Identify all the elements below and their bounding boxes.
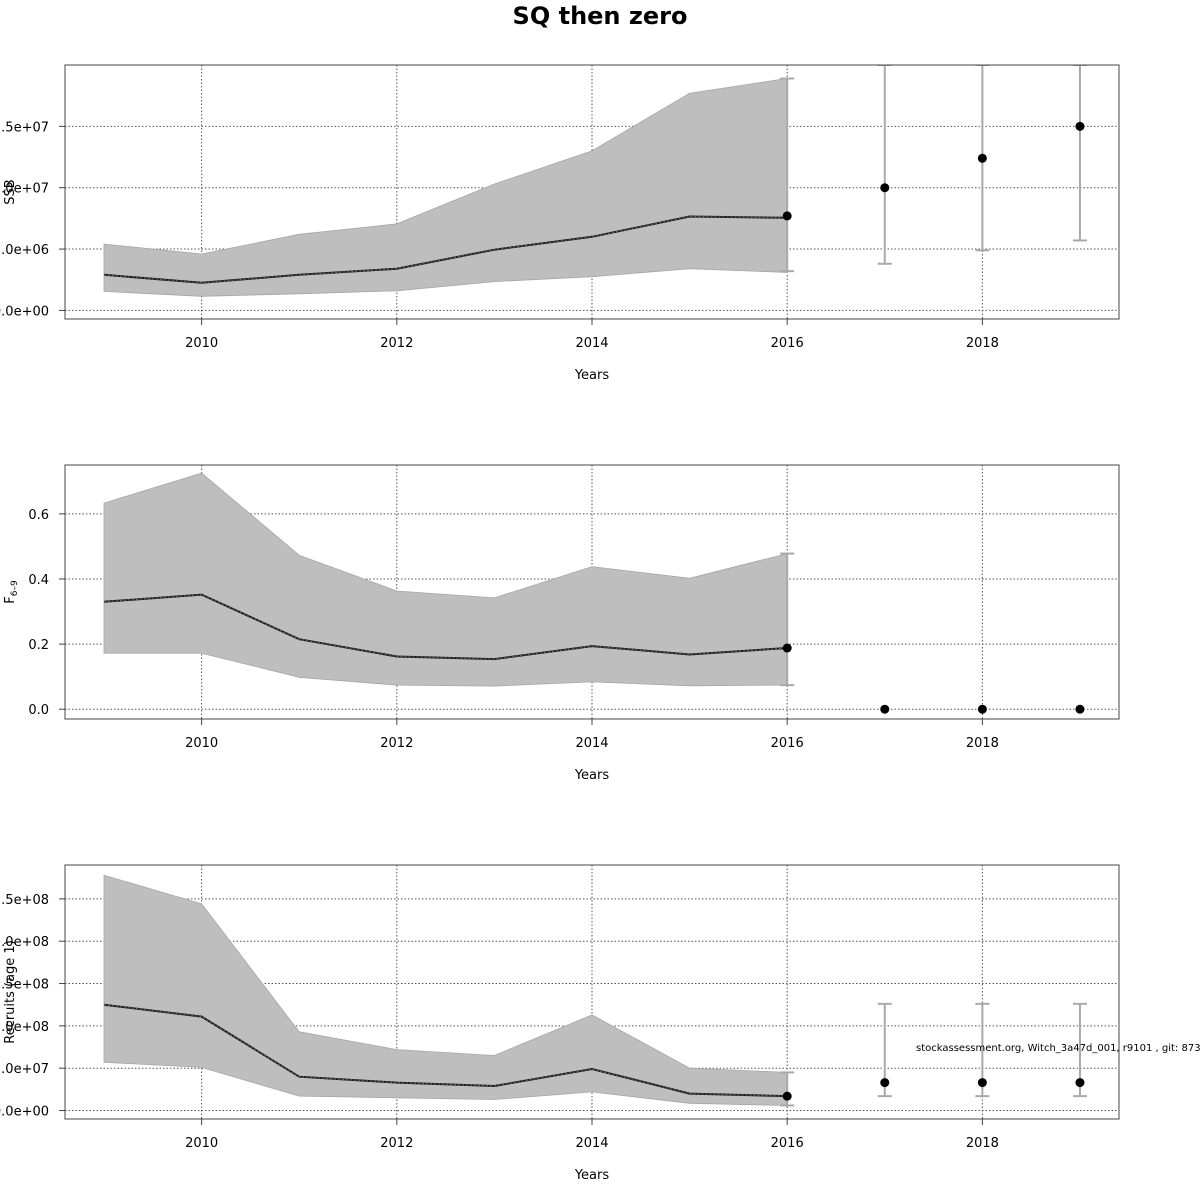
- recruits-forecast-point: [977, 1078, 987, 1088]
- fbar-y-tick-label: 0.4: [28, 573, 49, 588]
- fbar-x-tick-label: 2010: [185, 736, 218, 751]
- fbar-x-tick-label: 2012: [380, 736, 413, 751]
- recruits-y-tick-label: 1.5e+08: [0, 978, 49, 993]
- fbar-forecast-point: [782, 643, 792, 653]
- fbar-y-tick-label: 0.2: [28, 638, 49, 653]
- recruits-confidence-band: [103, 874, 788, 1106]
- ssb-forecast-point: [977, 153, 987, 163]
- recruits-forecast-point: [880, 1078, 890, 1088]
- fbar-panel: 2010 2012 2014 2016 2018 0.0 0.2 0.4 0.6 Years F6–…: [3, 464, 1120, 783]
- recruits-panel: 2010 2012 2014 2016 2018 0.0e+00 5.0e+07 1.0e+0…: [0, 864, 1120, 1183]
- fbar-y-tick-label: 0.6: [28, 508, 49, 523]
- recruits-forecast-point: [1075, 1078, 1085, 1088]
- ssb-y-axis-label: SSB: [3, 179, 18, 204]
- fbar-forecast-point: [880, 704, 890, 714]
- recruits-x-tick-label: 2018: [966, 1136, 999, 1151]
- recruits-y-tick-label: 2.5e+08: [0, 893, 49, 908]
- recruits-y-tick-label: 2.0e+08: [0, 935, 49, 950]
- ssb-x-tick-label: 2012: [380, 336, 413, 351]
- recruits-plot-area: [103, 874, 1087, 1107]
- ssb-y-tick-label: 5.0e+06: [0, 243, 49, 258]
- chart-title: SQ then zero: [512, 2, 688, 30]
- ssb-y-tick-label: 1.0e+07: [0, 182, 49, 197]
- fbar-forecast-point: [977, 704, 987, 714]
- footer-note: stockassessment.org, Witch_3a47d_001, r9…: [916, 1043, 1200, 1054]
- recruits-x-axis-label: Years: [574, 1168, 610, 1183]
- fbar-y-tick-label: 0.0: [28, 703, 49, 718]
- fbar-x-tick-label: 2014: [575, 736, 608, 751]
- fbar-x-tick-label: 2016: [771, 736, 804, 751]
- fbar-estimate-line-dash: [103, 594, 788, 660]
- recruits-estimate-line-dash: [103, 1004, 788, 1097]
- fbar-forecast-point: [1075, 704, 1085, 714]
- ssb-y-tick-label: 0.0e+00: [0, 304, 49, 319]
- fbar-plot-area: [103, 472, 1085, 714]
- ssb-panel: 2010 2012 2014 2016 2018 0.0e+00 5.0e+06 1.0e+0…: [0, 64, 1120, 383]
- ssb-x-axis-label: Years: [574, 368, 610, 383]
- ssb-x-tick-label: 2010: [185, 336, 218, 351]
- recruits-x-tick-label: 2014: [575, 1136, 608, 1151]
- recruits-forecast-point: [782, 1091, 792, 1101]
- ssb-forecast-point: [1075, 121, 1085, 131]
- ssb-x-tick-label: 2014: [575, 336, 608, 351]
- recruits-x-tick-label: 2010: [185, 1136, 218, 1151]
- fbar-x-axis-label: Years: [574, 768, 610, 783]
- fbar-y-axis-label: F6–9: [3, 580, 20, 604]
- ssb-forecast-point: [782, 211, 792, 221]
- recruits-x-tick-label: 2012: [380, 1136, 413, 1151]
- ssb-forecast-point: [880, 183, 890, 193]
- recruits-x-tick-label: 2016: [771, 1136, 804, 1151]
- recruits-y-tick-label: 0.0e+00: [0, 1105, 49, 1120]
- ssb-y-tick-label: 1.5e+07: [0, 120, 49, 135]
- recruits-y-axis-label: Recruits (age 1): [3, 940, 18, 1044]
- ssb-x-tick-label: 2016: [771, 336, 804, 351]
- recruits-y-tick-label: 5.0e+07: [0, 1062, 49, 1077]
- ssb-x-tick-label: 2018: [966, 336, 999, 351]
- ssb-confidence-band: [103, 78, 788, 297]
- ssb-plot-area: [103, 65, 1087, 297]
- fbar-x-tick-label: 2018: [966, 736, 999, 751]
- fbar-y-axis-label-subscript: 6–9: [10, 580, 20, 596]
- ssb-estimate-line: [103, 215, 788, 284]
- recruits-y-tick-label: 1.0e+08: [0, 1020, 49, 1035]
